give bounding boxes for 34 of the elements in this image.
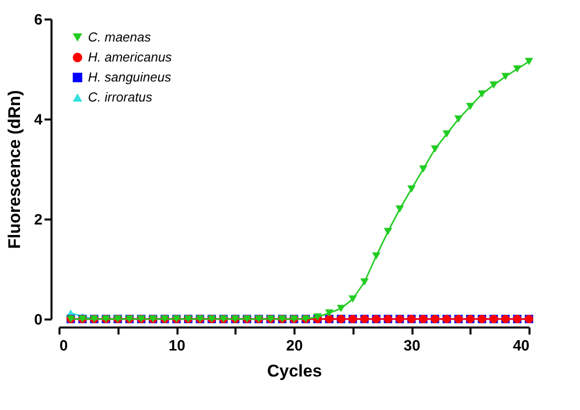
point	[348, 295, 357, 303]
y-tick-label: 0	[34, 312, 42, 328]
x-tick-label: 10	[168, 338, 186, 354]
point	[419, 165, 428, 173]
y-axis-title: Fluorescence (dRn)	[5, 90, 24, 249]
point	[442, 130, 451, 138]
legend-label: H. americanus	[88, 50, 172, 64]
point	[454, 115, 463, 123]
point	[501, 72, 510, 80]
y-tick-label: 6	[34, 12, 42, 28]
point	[325, 309, 334, 317]
point	[490, 81, 498, 89]
point	[478, 90, 486, 98]
point	[336, 304, 346, 312]
x-tick-label: 20	[286, 338, 303, 354]
point	[360, 278, 369, 286]
x-tick-label: 30	[404, 338, 420, 354]
y-tick-label: 4	[34, 112, 44, 128]
point	[407, 185, 416, 193]
x-axis-title: Cycles	[267, 362, 322, 380]
legend-label: C. irroratus	[88, 90, 153, 104]
legend-label: C. maenas	[88, 30, 152, 44]
point	[513, 65, 522, 73]
point	[524, 58, 534, 66]
y-tick-label: 2	[34, 212, 42, 228]
point	[430, 145, 440, 153]
point	[384, 228, 392, 236]
x-tick-label: 40	[512, 338, 530, 354]
point	[313, 313, 322, 321]
point	[466, 102, 474, 110]
point	[396, 205, 404, 213]
legend-label: H. sanguineus	[88, 70, 172, 84]
x-tick-label: 0	[60, 338, 68, 354]
point	[372, 252, 380, 260]
